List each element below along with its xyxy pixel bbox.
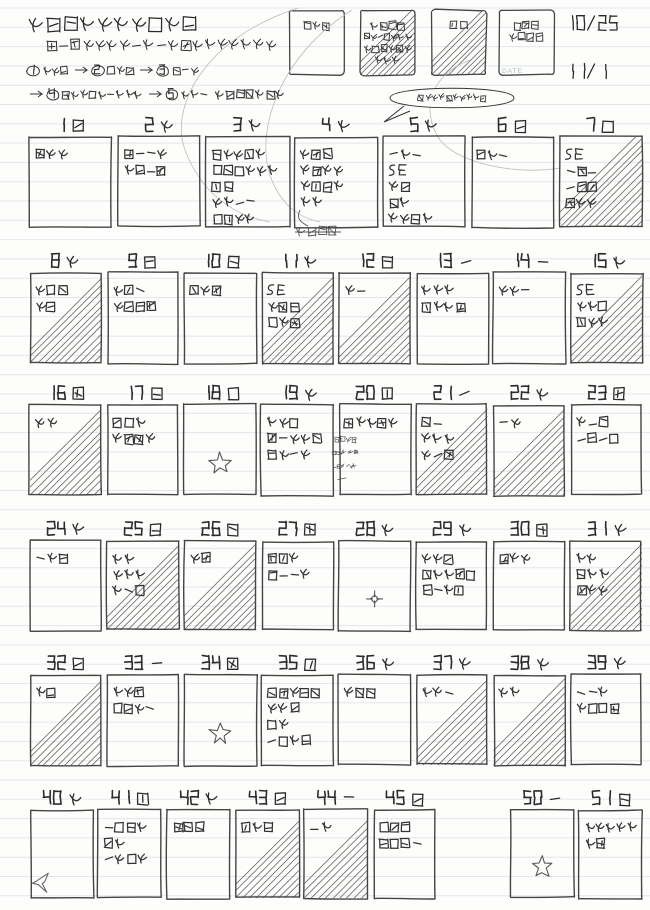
svg-text:DATE: DATE xyxy=(502,68,523,75)
